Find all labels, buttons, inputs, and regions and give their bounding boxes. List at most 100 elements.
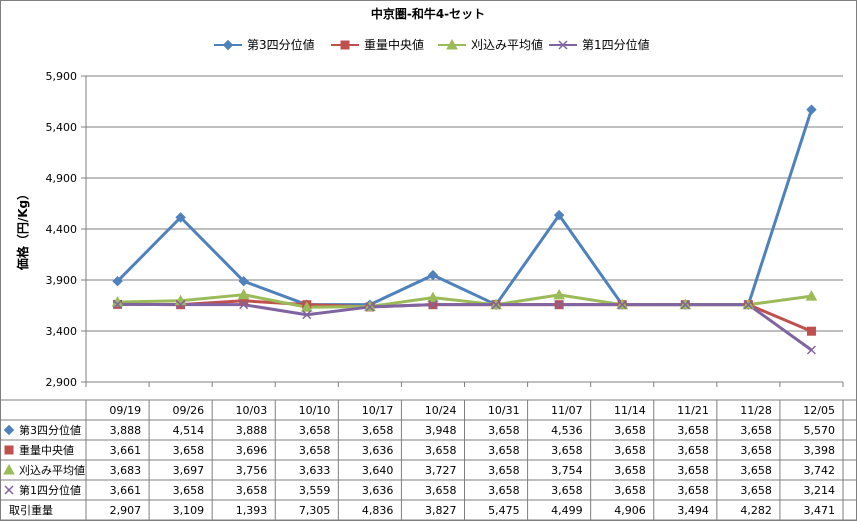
table-cell: 3,658 bbox=[614, 444, 646, 457]
table-cell: 3,661 bbox=[110, 484, 142, 497]
table-cell: 3,633 bbox=[299, 464, 331, 477]
data-table: 09/19 09/26 10/03 10/10 10/17 10/24 10/31 11/07… bbox=[1, 399, 856, 520]
data-point-series-4 bbox=[113, 299, 123, 309]
legend-marker-3 bbox=[446, 38, 458, 50]
table-cell: 3,658 bbox=[299, 424, 331, 437]
plot-area: 5,900 5,400 4,900 4,400 3,900 3,400 2,900 bbox=[46, 70, 844, 389]
table-cell: 3,827 bbox=[425, 504, 457, 517]
data-point-series-4 bbox=[176, 300, 186, 310]
y-tick-label: 5,900 bbox=[46, 70, 78, 83]
data-point-series-1 bbox=[175, 212, 186, 223]
chart-title: 中京圏-和牛4-セット bbox=[371, 6, 485, 21]
table-row-label: 刈込み平均値 bbox=[19, 464, 85, 477]
table-cell: 3,494 bbox=[677, 504, 709, 517]
table-header-cell: 10/10 bbox=[299, 404, 331, 417]
table-row-label: 取引重量 bbox=[9, 503, 53, 517]
table-header-cell: 11/21 bbox=[677, 404, 709, 417]
table-cell: 3,696 bbox=[236, 444, 268, 457]
table-legend-marker-4 bbox=[4, 485, 14, 495]
series-line-4 bbox=[117, 302, 813, 352]
legend-marker-1 bbox=[222, 39, 234, 51]
table-cell: 3,948 bbox=[425, 424, 457, 437]
table-header-cell: 10/17 bbox=[362, 404, 394, 417]
table-legend-marker-1 bbox=[3, 424, 15, 436]
table-header-cell: 11/07 bbox=[551, 404, 583, 417]
y-tick-label: 3,900 bbox=[46, 274, 78, 287]
table-cell: 3,661 bbox=[110, 444, 142, 457]
table-row-label: 第3四分位値 bbox=[19, 423, 81, 437]
table-cell: 3,658 bbox=[677, 424, 709, 437]
y-tick-label: 4,900 bbox=[46, 172, 78, 185]
table-header-cell: 09/26 bbox=[172, 404, 204, 417]
data-point-series-1 bbox=[553, 209, 565, 221]
table-header-cell: 10/31 bbox=[488, 404, 520, 417]
table-cell: 4,282 bbox=[740, 504, 772, 517]
table-cell: 4,536 bbox=[551, 424, 583, 437]
table-cell: 3,658 bbox=[614, 464, 646, 477]
table-cell: 3,658 bbox=[677, 484, 709, 497]
table-cell: 3,658 bbox=[425, 484, 457, 497]
table-header-cell: 12/05 bbox=[803, 404, 835, 417]
table-cell: 4,836 bbox=[362, 504, 394, 517]
table-row-label: 第1四分位値 bbox=[19, 483, 81, 497]
table-cell: 3,658 bbox=[551, 484, 583, 497]
y-tick-label: 3,400 bbox=[46, 325, 78, 338]
data-point-series-1 bbox=[112, 276, 123, 287]
data-point-series-3 bbox=[427, 291, 439, 303]
data-point-series-4 bbox=[428, 300, 438, 310]
legend-label-1: 第3四分位値 bbox=[247, 37, 315, 52]
legend-label-4: 第1四分位値 bbox=[582, 37, 650, 52]
table-cell: 4,499 bbox=[551, 504, 583, 517]
table-cell: 5,570 bbox=[804, 424, 836, 437]
data-point-series-4 bbox=[239, 300, 249, 310]
data-point-series-4 bbox=[554, 300, 564, 310]
table-cell: 4,906 bbox=[614, 504, 646, 517]
table-cell: 3,658 bbox=[614, 424, 646, 437]
table-cell: 2,907 bbox=[110, 504, 142, 517]
table-cell: 3,658 bbox=[677, 464, 709, 477]
table-cell: 3,398 bbox=[804, 444, 836, 457]
table-cell: 3,888 bbox=[236, 424, 268, 437]
table-cell: 3,683 bbox=[110, 464, 142, 477]
table-cell: 3,636 bbox=[362, 484, 394, 497]
data-point-series-4 bbox=[743, 300, 753, 310]
data-point-series-4 bbox=[365, 302, 375, 312]
series-line-1 bbox=[116, 109, 813, 307]
legend-marker-4 bbox=[558, 40, 568, 50]
table-cell: 5,475 bbox=[488, 504, 520, 517]
data-point-series-3 bbox=[805, 290, 818, 301]
table-cell: 3,697 bbox=[173, 464, 205, 477]
table-cell: 3,658 bbox=[299, 444, 331, 457]
table-cell: 3,658 bbox=[488, 484, 520, 497]
table-cell: 3,109 bbox=[173, 504, 205, 517]
table-header-cell: 11/14 bbox=[614, 404, 646, 417]
table-legend-marker-2 bbox=[4, 445, 14, 455]
table-cell: 3,658 bbox=[551, 444, 583, 457]
table-cell: 3,658 bbox=[362, 424, 394, 437]
table-cell: 3,658 bbox=[173, 444, 205, 457]
data-point-series-1 bbox=[806, 104, 817, 115]
data-point-series-4 bbox=[680, 300, 690, 310]
table-cell: 3,658 bbox=[488, 444, 520, 457]
data-point-series-4 bbox=[806, 345, 816, 355]
table-cell: 4,514 bbox=[173, 424, 205, 437]
table-cell: 3,214 bbox=[804, 484, 836, 497]
y-tick-label: 2,900 bbox=[46, 376, 78, 389]
series-markers bbox=[111, 104, 818, 355]
data-point-series-1 bbox=[427, 269, 439, 281]
table-cell: 3,658 bbox=[740, 484, 772, 497]
data-point-series-2 bbox=[806, 326, 816, 336]
table-header-cell: 10/03 bbox=[236, 404, 268, 417]
table-cell: 3,658 bbox=[740, 424, 772, 437]
table-header-cell: 09/19 bbox=[109, 404, 141, 417]
legend-label-2: 重量中央値 bbox=[364, 37, 424, 52]
table-row-label: 重量中央値 bbox=[19, 443, 74, 457]
data-point-series-4 bbox=[302, 310, 312, 320]
table-cell: 3,636 bbox=[362, 444, 394, 457]
legend-marker-2 bbox=[340, 40, 350, 50]
data-point-series-4 bbox=[617, 300, 627, 310]
data-point-series-3 bbox=[300, 301, 313, 312]
table-cell: 3,754 bbox=[551, 464, 583, 477]
